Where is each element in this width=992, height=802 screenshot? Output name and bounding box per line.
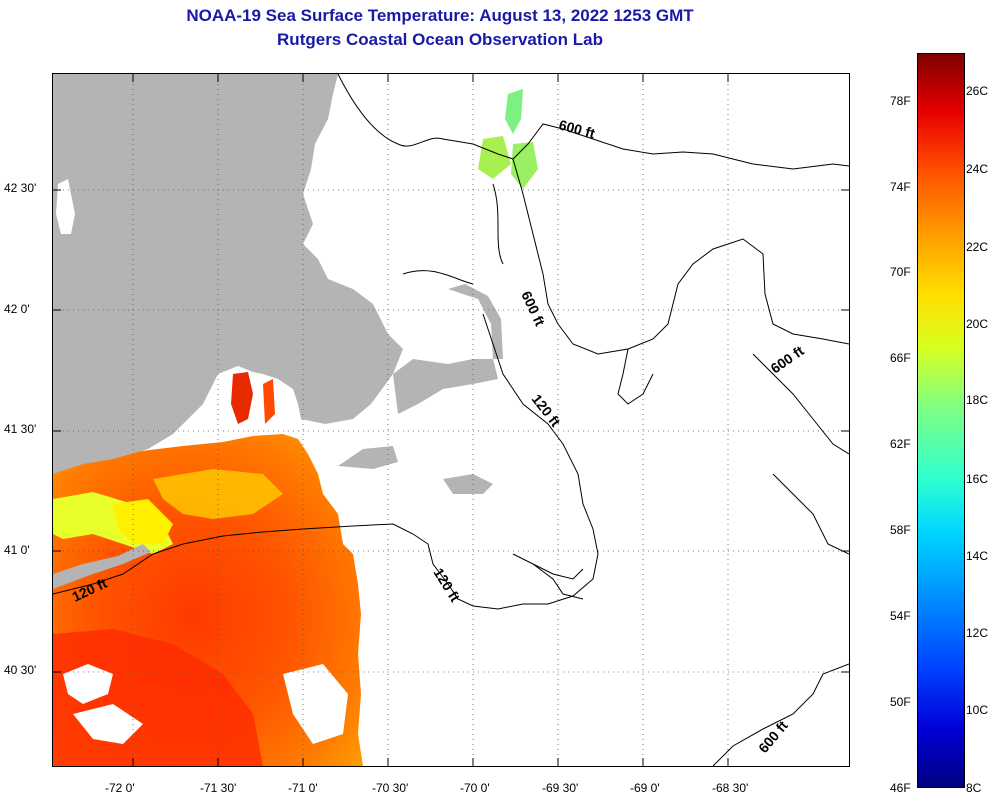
lat-label-41-30: 41 30' (4, 422, 37, 436)
map-subtitle: Rutgers Coastal Ocean Observation Lab (277, 30, 603, 49)
colorbar-c-10: 10C (966, 703, 989, 717)
contour-label-600-ne: 600 ft (557, 116, 597, 141)
colorbar-c-18: 18C (966, 393, 989, 407)
sst-bay-patch-2 (263, 379, 275, 424)
colorbar-f-66: 66F (890, 351, 911, 365)
sst-bay-patch (231, 372, 253, 424)
colorbar-f-54: 54F (890, 609, 911, 623)
map-ticks (53, 74, 849, 766)
contour-label-group: 600 ft 600 ft 600 ft 600 ft 120 ft 120 f… (70, 116, 807, 755)
lat-label-42-30: 42 30' (4, 181, 37, 195)
colorbar-f-70: 70F (890, 265, 911, 279)
lat-label-42-0: 42 0' (4, 302, 30, 316)
lon-label-69-0: -69 0' (630, 781, 660, 795)
cloud-land (56, 179, 75, 234)
colorbar-c-14: 14C (966, 549, 989, 563)
lon-label-70-0: -70 0' (460, 781, 490, 795)
map-title: NOAA-19 Sea Surface Temperature: August … (186, 6, 694, 25)
lon-label-72-0: -72 0' (105, 781, 135, 795)
contour-label-600-mid: 600 ft (518, 289, 548, 329)
sst-yellow-streak (113, 499, 173, 544)
lon-label-68-30: -68 30' (712, 781, 749, 795)
lon-label-71-30: -71 30' (200, 781, 237, 795)
colorbar-c-24: 24C (966, 162, 989, 176)
colorbar-f-78: 78F (890, 94, 911, 108)
colorbar-f-62: 62F (890, 437, 911, 451)
contour-label-600-se: 600 ft (755, 717, 791, 756)
contour-label-120-cape: 120 ft (529, 391, 564, 430)
sst-map: 600 ft 600 ft 600 ft 600 ft 120 ft 120 f… (52, 73, 850, 767)
depth-contours (53, 74, 849, 766)
lon-label-71-0: -71 0' (288, 781, 318, 795)
colorbar-f-50: 50F (890, 695, 911, 709)
colorbar-c-22: 22C (966, 240, 989, 254)
land-mainland (53, 74, 403, 474)
colorbar-f-46: 46F (890, 781, 911, 795)
colorbar-f-58: 58F (890, 523, 911, 537)
lat-label-40-30: 40 30' (4, 663, 37, 677)
colorbar-c-20: 20C (966, 317, 989, 331)
land-long-island (53, 544, 151, 589)
land-marthas-vineyard (338, 446, 398, 469)
land-cape-arm (448, 284, 503, 359)
temperature-colorbar (917, 53, 965, 788)
sst-gulf-patch (505, 89, 523, 134)
land-cape-cod (393, 359, 498, 414)
cloud-patch (63, 664, 113, 704)
contour-label-120-south: 120 ft (430, 565, 463, 605)
cloud-patch-2 (73, 704, 143, 744)
land-nantucket (443, 474, 493, 494)
colorbar-f-74: 74F (890, 180, 911, 194)
colorbar-c-16: 16C (966, 472, 989, 486)
cloud-patch-3 (283, 664, 348, 744)
lon-label-70-30: -70 30' (372, 781, 409, 795)
lat-label-41-0: 41 0' (4, 543, 30, 557)
sst-gulf-patch-2 (478, 136, 511, 179)
contour-label-600-east: 600 ft (768, 342, 807, 376)
colorbar-c-12: 12C (966, 626, 989, 640)
colorbar-c-26: 26C (966, 84, 989, 98)
graticule (53, 74, 849, 766)
map-canvas: 600 ft 600 ft 600 ft 600 ft 120 ft 120 f… (53, 74, 849, 766)
lon-label-69-30: -69 30' (542, 781, 579, 795)
colorbar-c-8: 8C (966, 781, 982, 795)
